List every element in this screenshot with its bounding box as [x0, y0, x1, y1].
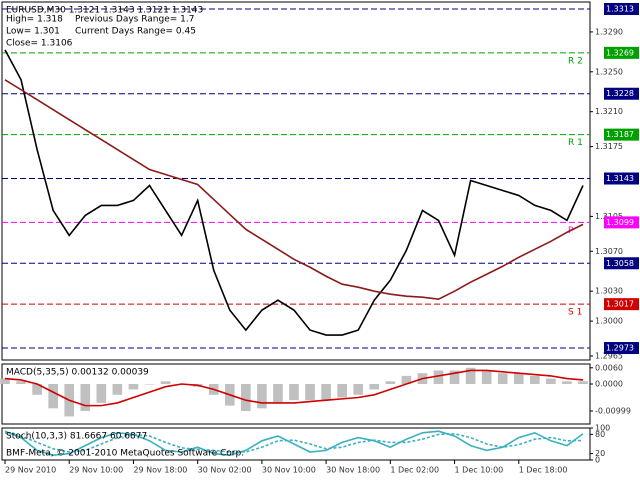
histogram-bar	[385, 381, 396, 384]
level-value: 1.3269	[606, 48, 634, 57]
series-line	[4, 432, 584, 453]
level-badge	[604, 172, 639, 185]
level-value: 1.3017	[606, 300, 634, 309]
y-tick-label: 0	[595, 456, 600, 465]
level-label: R 1	[568, 138, 583, 148]
histogram-bar	[465, 367, 476, 384]
series-line	[4, 49, 584, 336]
copyright: BMF-Meta, © 2001-2010 MetaQuotes Softwar…	[6, 449, 244, 459]
y-tick-label: 100	[595, 424, 610, 433]
histogram-bar	[112, 384, 123, 395]
series-line	[4, 369, 584, 407]
pane-title: MACD(5,35,5) 0.00132 0.00039	[6, 368, 149, 378]
histogram-bar	[160, 381, 171, 384]
level-badge	[604, 46, 639, 59]
level-badge	[604, 128, 639, 141]
level-label: S 1	[568, 308, 582, 318]
x-tick-label: 1 Dec 10:00	[455, 466, 504, 475]
pane-frame	[1, 1, 591, 361]
histogram-bar	[48, 384, 58, 409]
header-info: Current Days Range= 0.45	[75, 27, 196, 37]
x-tick-label: 30 Nov 10:00	[262, 466, 316, 475]
histogram-bar	[0, 378, 10, 384]
level-value: 1.3143	[606, 174, 634, 183]
level-badge	[604, 257, 639, 270]
histogram-bar	[32, 384, 42, 395]
histogram-bar	[369, 384, 380, 390]
histogram-bar	[273, 384, 283, 403]
histogram-bar	[16, 381, 26, 384]
histogram-bar	[481, 370, 492, 384]
x-tick-label: 1 Dec 18:00	[519, 466, 568, 475]
y-tick-label: 1.3175	[595, 142, 623, 151]
histogram-bar	[257, 384, 267, 409]
y-tick-label: 1.3070	[595, 247, 623, 256]
y-tick-label: 1.3210	[595, 107, 623, 116]
histogram-bar	[433, 370, 444, 384]
pane-frame	[1, 427, 591, 461]
y-tick-label: 80	[595, 430, 605, 439]
histogram-bar	[513, 373, 524, 384]
histogram-bar	[353, 384, 364, 395]
level-value: 1.3228	[606, 89, 634, 98]
histogram-bar	[337, 384, 347, 398]
y-tick-label: 1.3030	[595, 287, 623, 296]
y-tick-label: 1.3250	[595, 67, 623, 76]
pane-frame	[1, 363, 591, 425]
level-value: 1.3187	[606, 130, 634, 139]
histogram-bar	[289, 384, 299, 401]
y-tick-label: 1.3000	[595, 317, 623, 326]
level-value: 1.2973	[606, 344, 634, 353]
histogram-bar	[96, 384, 107, 403]
series-line	[4, 79, 584, 300]
histogram-bar	[128, 384, 139, 390]
x-tick-label: 29 Nov 10:00	[69, 466, 123, 475]
y-tick-label: 1.3290	[595, 27, 623, 36]
header-info: Previous Days Range= 1.7	[75, 15, 194, 25]
histogram-bar	[578, 381, 588, 384]
x-tick-label: 30 Nov 02:00	[198, 466, 252, 475]
level-label: R 2	[568, 56, 583, 66]
histogram-bar	[497, 373, 508, 384]
histogram-bar	[562, 381, 572, 384]
level-badge	[604, 2, 639, 15]
x-tick-label: 1 Dec 02:00	[390, 466, 439, 475]
header-info: Close= 1.3106	[6, 39, 73, 49]
histogram-bar	[321, 384, 331, 401]
header-info: High= 1.318	[6, 15, 63, 25]
x-tick-label: 30 Nov 18:00	[326, 466, 380, 475]
series-line	[4, 430, 584, 457]
level-value: 1.3313	[606, 4, 634, 13]
header-info: Low= 1.301	[6, 27, 60, 37]
level-badge	[604, 216, 639, 229]
pane-title: EURUSD,M30 1.3121 1.3143 1.3121 1.3143	[6, 6, 203, 16]
histogram-bar	[546, 378, 556, 384]
histogram-bar	[144, 384, 155, 385]
x-tick-label: 29 Nov 18:00	[133, 466, 187, 475]
histogram-bar	[401, 375, 412, 384]
level-value: 1.3099	[606, 218, 634, 227]
level-badge	[604, 87, 639, 100]
level-value: 1.3058	[606, 259, 634, 268]
histogram-bar	[449, 370, 460, 384]
y-tick-label: 1.2965	[595, 352, 623, 361]
level-badge	[604, 298, 639, 311]
histogram-bar	[80, 384, 91, 412]
histogram-bar	[241, 384, 251, 412]
pane-title: Stoch(10,3,3) 81.6667 60.6877	[6, 432, 147, 442]
y-tick-label: 0.0060	[595, 363, 623, 372]
histogram-bar	[530, 375, 540, 384]
y-tick-label: -0.00999	[595, 407, 631, 416]
y-tick-label: 0.0000	[595, 380, 623, 389]
histogram-bar	[305, 384, 315, 401]
x-tick-label: 29 Nov 2010	[5, 466, 56, 475]
level-badge	[604, 342, 639, 355]
y-tick-label: 20	[595, 449, 605, 458]
